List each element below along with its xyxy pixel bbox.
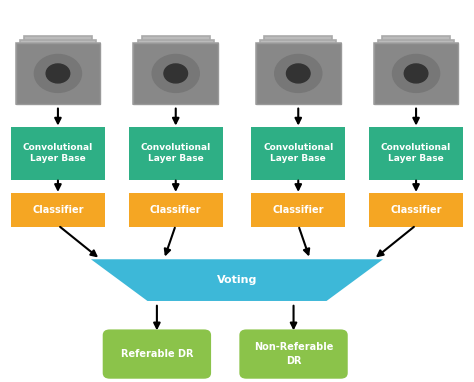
FancyBboxPatch shape [251,126,346,180]
Circle shape [164,64,188,83]
Circle shape [46,64,70,83]
Text: Voting: Voting [217,275,257,285]
FancyBboxPatch shape [11,126,105,180]
FancyBboxPatch shape [24,36,92,97]
Circle shape [286,64,310,83]
Circle shape [275,55,322,92]
Circle shape [35,55,82,92]
FancyBboxPatch shape [374,43,458,104]
Circle shape [392,55,439,92]
FancyBboxPatch shape [264,36,332,97]
Bar [374,43,458,104]
Text: Convolutional
Layer Base: Convolutional Layer Base [381,143,451,163]
FancyBboxPatch shape [256,43,341,104]
FancyBboxPatch shape [16,43,100,104]
FancyBboxPatch shape [378,40,454,100]
FancyBboxPatch shape [20,40,96,100]
FancyBboxPatch shape [142,36,210,97]
Polygon shape [91,259,383,301]
Circle shape [404,64,428,83]
FancyBboxPatch shape [128,193,223,227]
Text: Convolutional
Layer Base: Convolutional Layer Base [23,143,93,163]
FancyBboxPatch shape [103,329,211,379]
FancyBboxPatch shape [133,43,218,104]
FancyBboxPatch shape [11,193,105,227]
Bar [256,43,341,104]
Text: Convolutional
Layer Base: Convolutional Layer Base [263,143,333,163]
Text: Classifier: Classifier [273,205,324,215]
FancyBboxPatch shape [369,193,463,227]
Circle shape [152,55,199,92]
Text: Convolutional
Layer Base: Convolutional Layer Base [141,143,211,163]
Text: Non-Referable
DR: Non-Referable DR [254,343,333,366]
FancyBboxPatch shape [137,40,214,100]
Text: Referable DR: Referable DR [121,349,193,359]
FancyBboxPatch shape [251,193,346,227]
Text: Classifier: Classifier [390,205,442,215]
FancyBboxPatch shape [260,40,337,100]
FancyBboxPatch shape [382,36,450,97]
FancyBboxPatch shape [369,126,463,180]
FancyBboxPatch shape [128,126,223,180]
Text: Classifier: Classifier [150,205,201,215]
FancyBboxPatch shape [239,329,348,379]
Bar [133,43,218,104]
Bar [16,43,100,104]
Text: Classifier: Classifier [32,205,84,215]
